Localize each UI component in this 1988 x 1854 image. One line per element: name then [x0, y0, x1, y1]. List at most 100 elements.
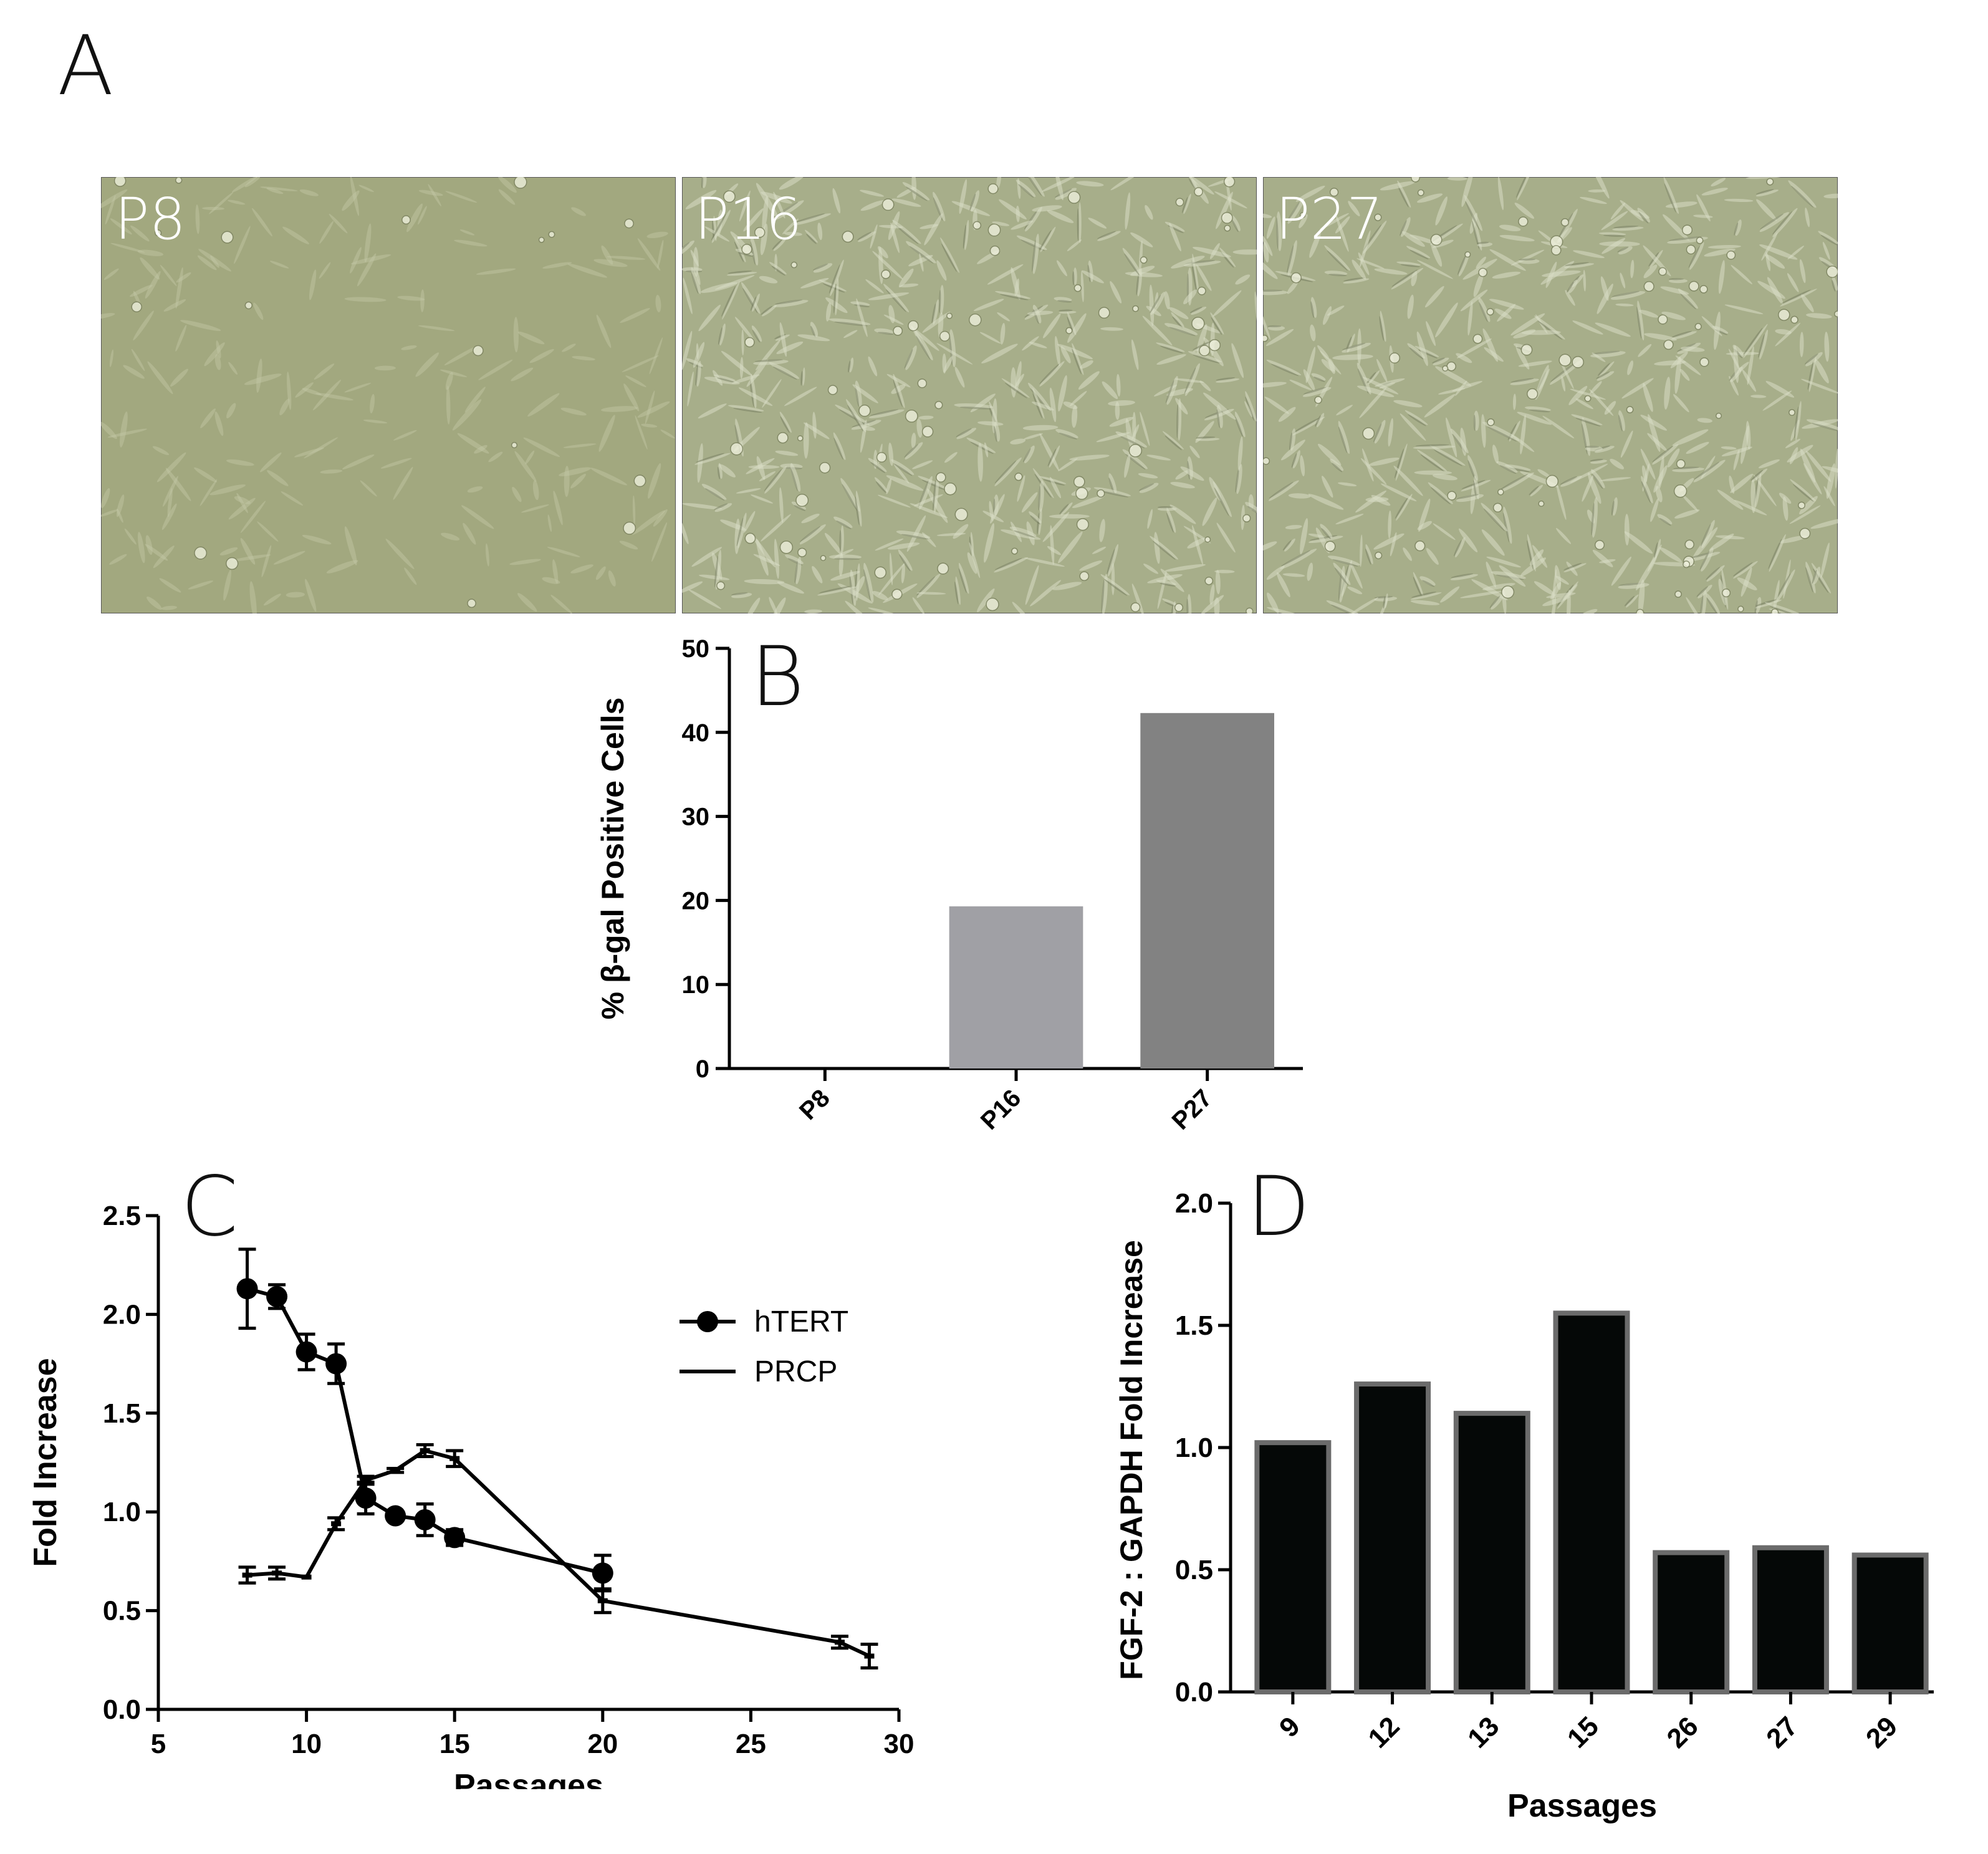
cell-shape: [875, 538, 904, 551]
cell-shape: [990, 494, 1005, 524]
cell-shape: [753, 554, 780, 566]
cell-shadow: [1245, 396, 1254, 421]
cell-shape: [1478, 297, 1491, 322]
cell-shape: [445, 372, 453, 390]
cell-shadow: [771, 266, 785, 276]
cell-shape: [868, 409, 905, 419]
cell-shape: [1326, 600, 1362, 613]
cell-shape: [936, 343, 973, 365]
round-cell: [827, 385, 838, 395]
cell-shape: [868, 292, 910, 300]
cell-shadow: [1171, 605, 1174, 613]
cell-shape: [1143, 564, 1159, 574]
cell-shape: [868, 607, 897, 613]
cell-shape: [1131, 584, 1145, 613]
cell-shape: [1347, 586, 1363, 595]
cell-shape: [1542, 596, 1570, 607]
cell-shape: [1510, 378, 1539, 385]
cell-shape: [109, 349, 113, 367]
cell-shape: [1746, 421, 1751, 450]
cell-shape: [1658, 456, 1664, 489]
cell-shape: [916, 418, 923, 438]
cell-shape: [1416, 331, 1428, 367]
cell-shape: [984, 442, 989, 458]
micrograph-label-p27: P27: [1275, 186, 1383, 252]
cell-shape: [552, 559, 559, 584]
cell-shape: [1110, 281, 1122, 304]
cell-shape: [750, 236, 759, 266]
cell-shape: [1571, 414, 1603, 426]
cell-shape: [635, 415, 648, 450]
cell-shape: [1568, 279, 1578, 294]
cell-shape: [653, 509, 668, 527]
cell-shadow: [1400, 264, 1420, 267]
cell-shape: [1737, 577, 1757, 590]
cell-shape: [1039, 481, 1044, 512]
round-cell: [795, 494, 809, 507]
cell-shape: [849, 357, 854, 373]
cell-shape: [110, 218, 132, 235]
cell-shadow: [839, 530, 842, 552]
y-tick-label: 50: [682, 635, 710, 663]
cell-shape: [940, 237, 960, 273]
cell-shape: [964, 219, 969, 251]
cell-shape: [1661, 311, 1686, 320]
cell-shape: [944, 452, 958, 463]
cell-shape: [1032, 233, 1039, 274]
cell-shadow: [918, 480, 929, 507]
cell-shape: [1322, 476, 1333, 498]
cell-shape: [1001, 378, 1030, 398]
cell-shape: [1102, 574, 1108, 613]
cell-shape: [1410, 600, 1440, 605]
round-cell: [779, 540, 794, 554]
cell-shape: [1108, 544, 1119, 577]
cell-shadow: [1432, 357, 1445, 363]
cell-shadow: [956, 428, 972, 437]
cell-shadow: [1791, 185, 1814, 208]
cell-shadow: [1030, 515, 1040, 525]
cell-shape: [760, 223, 768, 256]
cell-shadow: [1263, 289, 1283, 292]
cell-shadow: [901, 534, 929, 540]
cell-shape: [1734, 499, 1767, 516]
cell-shape: [446, 385, 451, 425]
cell-shape: [1815, 359, 1829, 383]
cell-shadow: [1282, 540, 1292, 551]
cell-shape: [1592, 352, 1606, 362]
cell-shadow: [994, 557, 1022, 570]
cell-shape: [485, 543, 489, 567]
cell-shape: [1435, 302, 1458, 338]
cell-shape: [1570, 463, 1608, 483]
cell-shape: [1012, 602, 1030, 613]
cell-shape: [1610, 203, 1626, 220]
cell-shape: [570, 564, 593, 574]
cell-shadow: [718, 327, 723, 345]
cell-shape: [1039, 361, 1065, 387]
cell-shape: [1618, 410, 1625, 431]
cell-shape: [1473, 271, 1484, 297]
cell-shape: [1810, 518, 1838, 529]
cell-shape: [226, 403, 236, 419]
cell-shape: [1680, 346, 1705, 352]
cell-shape: [1263, 213, 1272, 218]
cell-shape: [1108, 473, 1117, 494]
cell-shadow: [1776, 573, 1791, 600]
round-cell: [1075, 487, 1088, 500]
round-cell: [131, 301, 142, 313]
x-axis-label: Passages: [454, 1768, 603, 1789]
cell-shadow: [1706, 597, 1718, 613]
cell-shape: [905, 345, 917, 370]
cell-shape: [622, 355, 659, 372]
cell-shadow: [1611, 291, 1640, 297]
cell-shadow: [1565, 262, 1589, 266]
round-cell: [1417, 189, 1424, 196]
y-tick-label: 10: [682, 971, 710, 999]
cell-shadow: [1280, 550, 1311, 567]
cell-shape: [1640, 448, 1656, 480]
cell-shape: [890, 223, 900, 253]
cell-shape: [1231, 343, 1244, 378]
cell-shadow: [1313, 377, 1325, 382]
round-cell: [1299, 212, 1306, 218]
round-cell: [1789, 409, 1795, 416]
cell-shape: [886, 373, 911, 388]
